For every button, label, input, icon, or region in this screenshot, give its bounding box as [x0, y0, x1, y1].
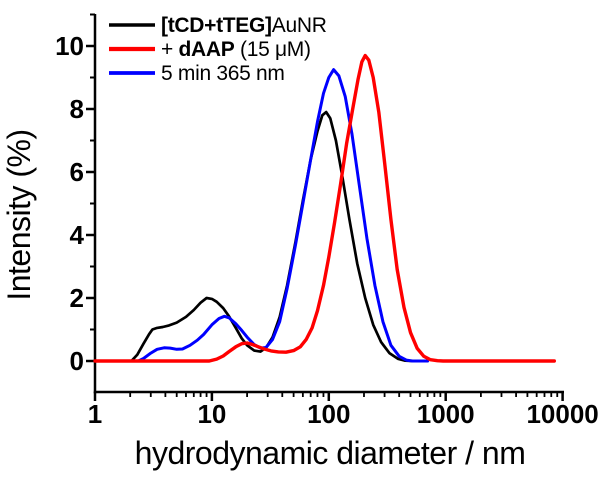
- x-tick-label: 100: [307, 399, 350, 429]
- curve-3: [93, 68, 430, 363]
- y-tick-label: 10: [55, 31, 84, 61]
- y-tick-label: 8: [70, 94, 84, 124]
- x-tick-label: 10000: [526, 399, 598, 429]
- legend-label: [tCD+tTEG]AuNR: [161, 14, 327, 37]
- x-tick-label: 10: [197, 399, 226, 429]
- y-tick-label: 4: [70, 220, 85, 250]
- x-tick-marks: [93, 392, 564, 401]
- legend-label: 5 min 365 nm: [161, 62, 285, 85]
- x-tick-labels: 1 10 100 1000 10000: [88, 399, 599, 429]
- y-axis-title: Intensity (%): [1, 129, 37, 300]
- legend: [tCD+tTEG]AuNR+ dAAP (15 μM)5 min 365 nm: [109, 14, 327, 85]
- data-curves: [93, 53, 556, 363]
- x-tick-label: 1: [88, 399, 102, 429]
- legend-label: + dAAP (15 μM): [161, 38, 311, 61]
- y-tick-label: 2: [70, 283, 84, 313]
- legend-item: [tCD+tTEG]AuNR: [109, 14, 327, 37]
- y-tick-labels: 0 2 4 6 8 10: [55, 31, 84, 376]
- curve-1: [93, 110, 429, 363]
- x-tick-label: 1000: [417, 399, 475, 429]
- y-tick-label: 0: [70, 346, 84, 376]
- curve-2: [93, 53, 556, 363]
- y-tick-marks: [86, 13, 95, 363]
- legend-item: 5 min 365 nm: [109, 62, 285, 85]
- x-axis-title: hydrodynamic diameter / nm: [135, 435, 526, 471]
- y-tick-label: 6: [70, 157, 84, 187]
- legend-item: + dAAP (15 μM): [109, 38, 311, 61]
